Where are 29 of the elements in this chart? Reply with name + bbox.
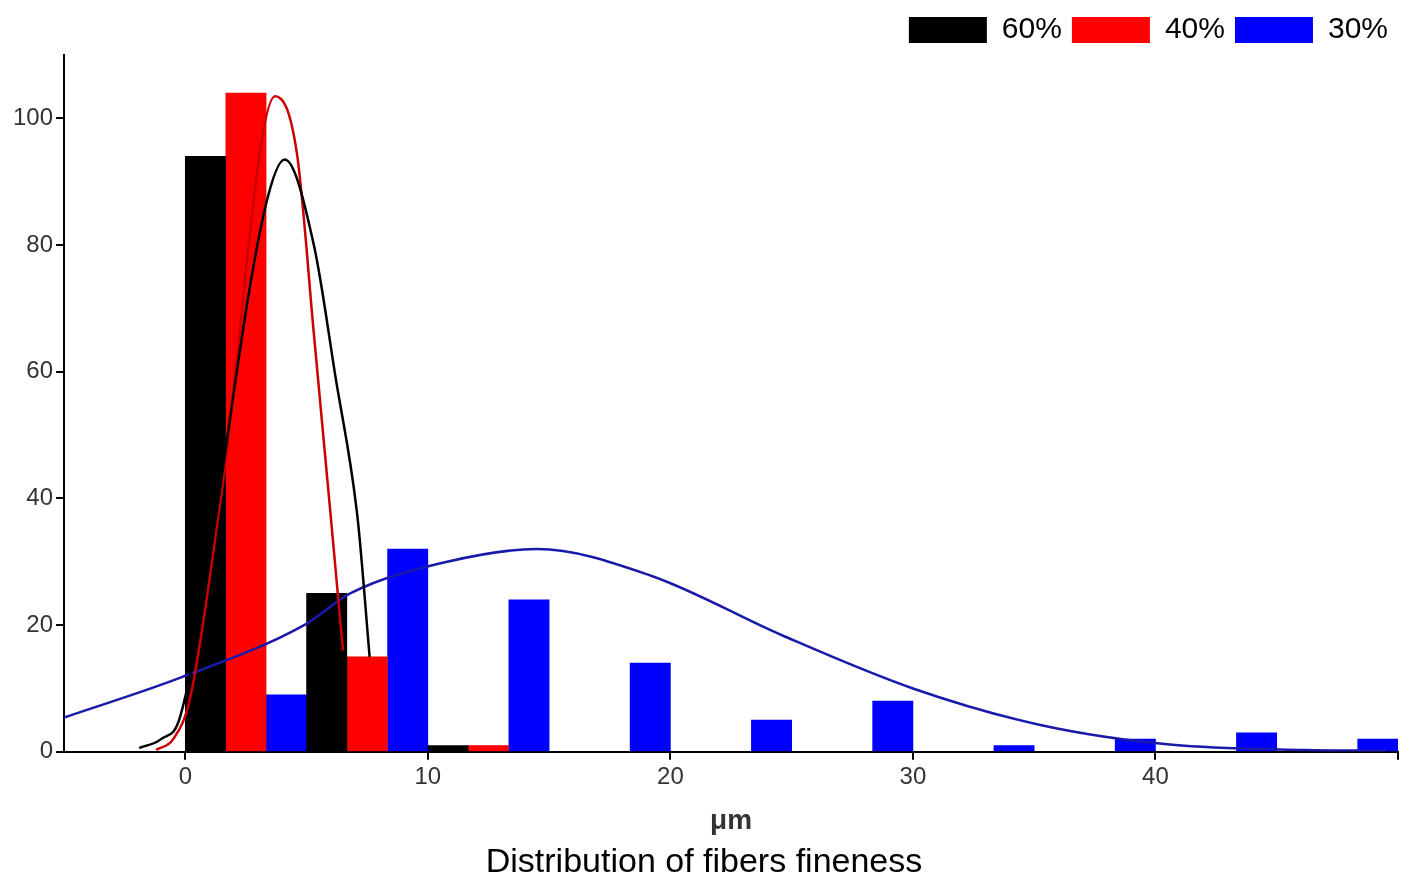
bar: [751, 719, 792, 752]
x-tick-label: 20: [657, 761, 684, 789]
bar: [387, 548, 429, 752]
legend-label: 40%: [1164, 11, 1225, 45]
bar: [346, 656, 388, 752]
x-tick-label: 0: [178, 761, 192, 789]
x-axis-title: μm: [710, 804, 753, 836]
x-tick-label: 40: [1142, 761, 1169, 789]
line-series: [137, 158, 371, 750]
bar: [993, 745, 1035, 752]
bar: [508, 599, 550, 752]
y-tick-label: 80: [26, 229, 54, 257]
x-tick-label: 10: [414, 761, 442, 789]
y-tick-label: 20: [26, 609, 54, 637]
bar: [265, 694, 307, 752]
bar: [468, 745, 509, 752]
y-tick-label: 0: [39, 736, 54, 764]
legend-label: 60%: [1001, 11, 1062, 45]
line-series: [64, 547, 1388, 752]
bar: [629, 662, 671, 752]
y-tick-label: 100: [13, 102, 54, 130]
text: Distribution of fibers fineness: [485, 840, 923, 879]
line-series: [154, 94, 345, 752]
legend-label: 30%: [1327, 11, 1388, 45]
x-tick-label: 30: [899, 761, 927, 789]
y-tick-label: 40: [26, 483, 54, 511]
bar: [225, 92, 267, 752]
bar: [872, 700, 914, 752]
y-tick-label: 60: [26, 356, 54, 384]
